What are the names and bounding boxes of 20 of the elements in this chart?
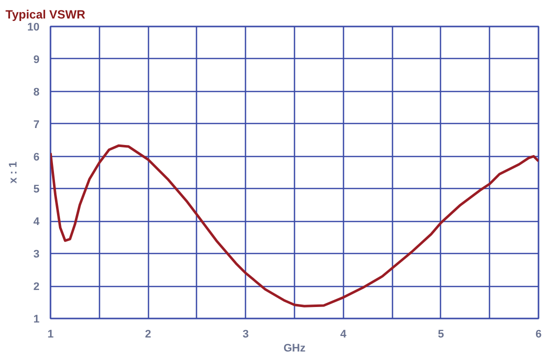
y-axis-title: x : 1 (7, 161, 20, 184)
y-tick-label: 3 (33, 248, 40, 261)
y-tick-label: 1 (33, 314, 40, 326)
x-tick-label: 1 (47, 328, 54, 340)
y-tick-label: 7 (33, 118, 40, 131)
y-tick-label: 8 (33, 86, 40, 98)
y-tick-label: 6 (33, 151, 40, 164)
x-axis-title: GHz (284, 342, 306, 354)
x-tick-label: 6 (535, 328, 542, 340)
x-tick-label: 2 (145, 328, 152, 340)
x-tick-label: 4 (340, 328, 348, 340)
x-tick-label: 3 (242, 328, 249, 340)
y-tick-label: 9 (33, 54, 40, 66)
y-tick-label: 5 (33, 184, 40, 196)
y-tick-label: 10 (27, 22, 40, 34)
chart-title: Typical VSWR (6, 8, 86, 22)
y-tick-label: 2 (33, 281, 40, 294)
y-tick-label: 4 (33, 216, 40, 228)
line-series (50, 144, 538, 308)
x-tick-label: 5 (438, 328, 444, 340)
